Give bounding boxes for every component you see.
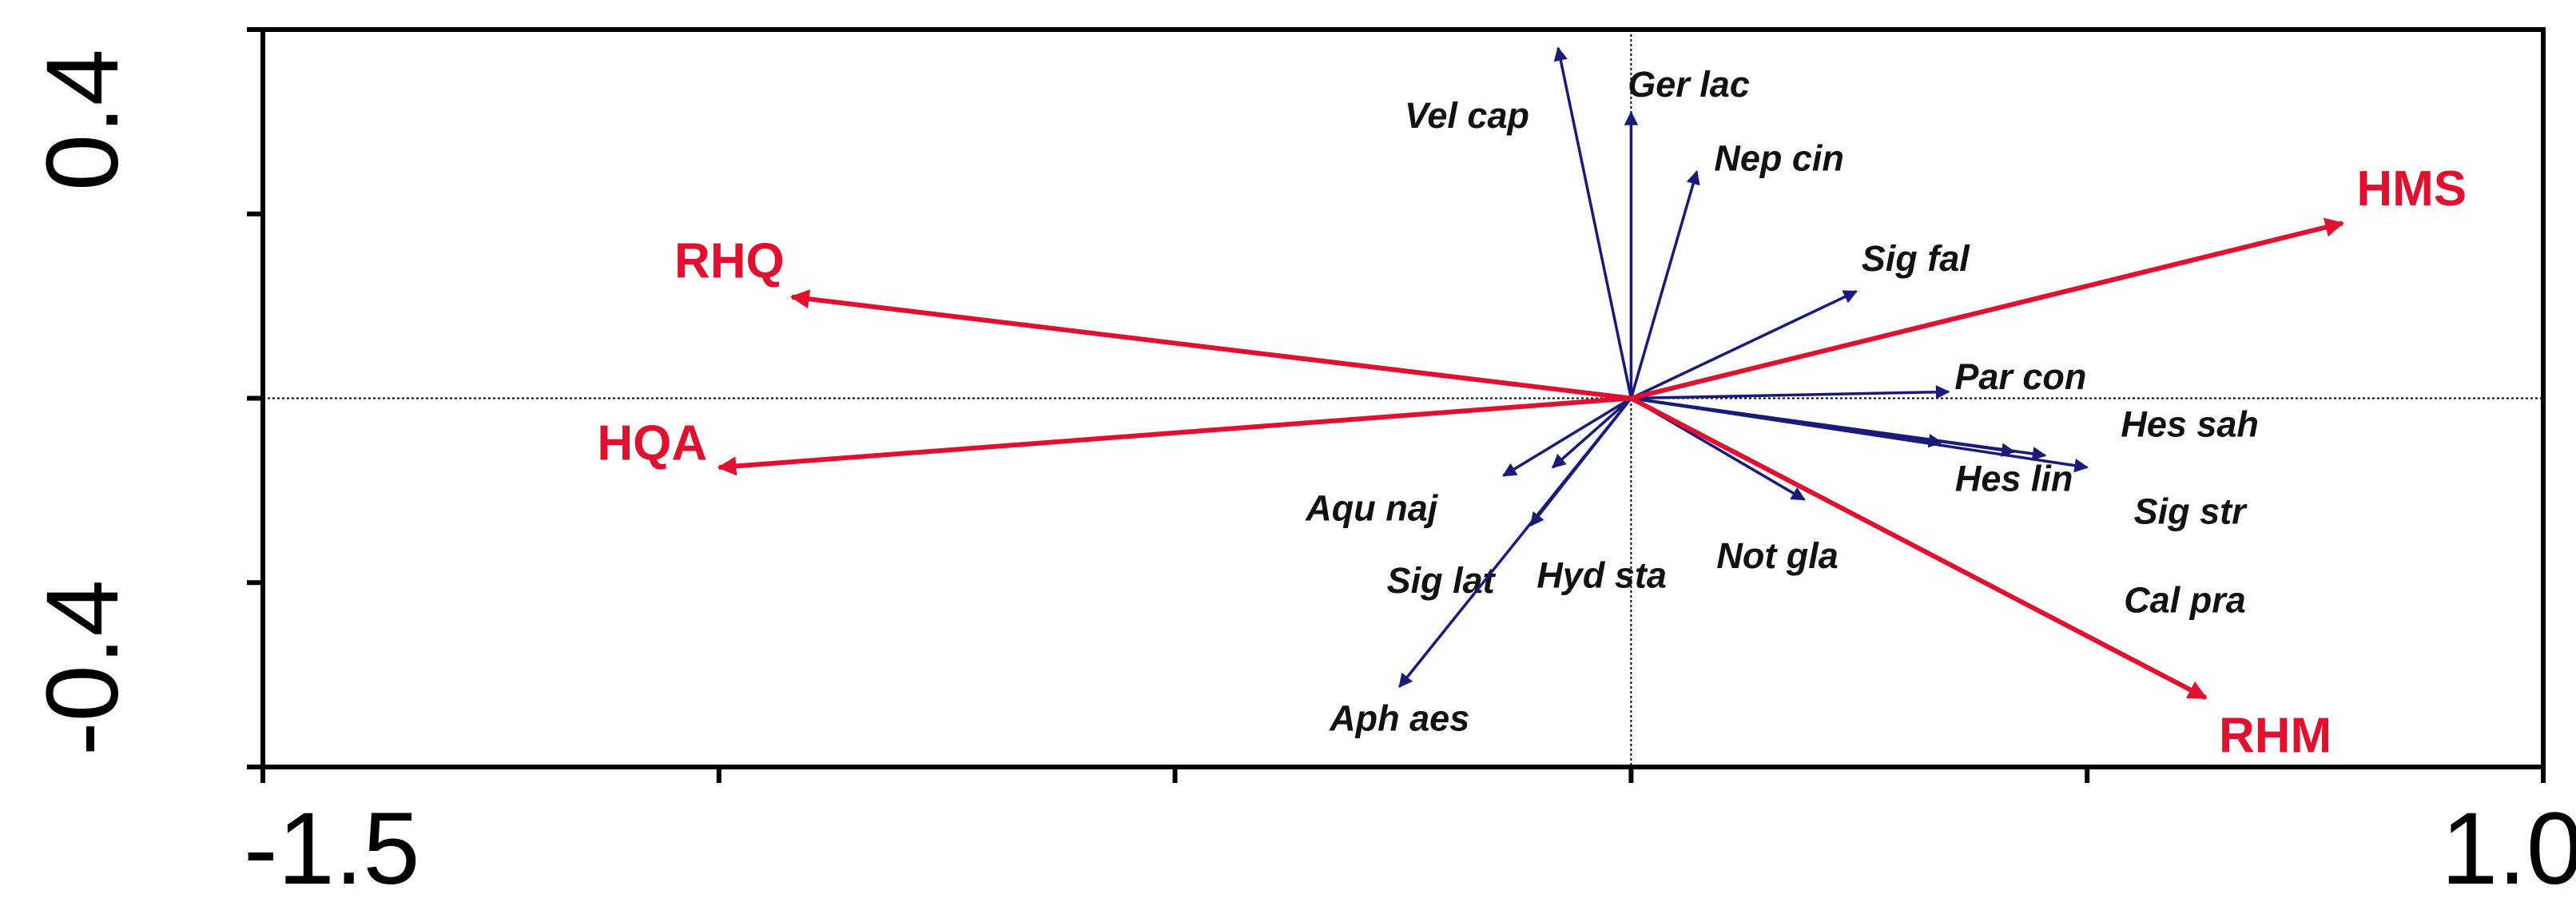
- species-label: Aph aes: [1329, 697, 1469, 738]
- species-arrow: [1551, 397, 1632, 469]
- species-label: Sig fal: [1862, 238, 1971, 279]
- species-label: Hes lin: [1955, 458, 2073, 499]
- env-arrow: [1630, 217, 2345, 401]
- species-label: Ger lac: [1628, 64, 1750, 105]
- species-arrow: [1631, 384, 1950, 400]
- x-tick-label: 1.0: [2441, 792, 2576, 906]
- env-label: HMS: [2356, 161, 2467, 217]
- species-arrow: [1629, 169, 1700, 399]
- species-arrow: [1631, 396, 2016, 457]
- species-label: Nep cin: [1714, 137, 1844, 178]
- species-arrow: [1502, 397, 1632, 477]
- species-arrow: [1398, 397, 1632, 688]
- y-tick-label: -0.4: [26, 579, 140, 756]
- env-arrow: [1630, 395, 2208, 701]
- env-label: HQA: [597, 416, 707, 471]
- env-label: RHQ: [674, 233, 785, 288]
- species-label: Vel cap: [1405, 95, 1529, 136]
- species-label: Aqu naj: [1305, 487, 1438, 528]
- species-arrow: [1630, 290, 1858, 400]
- species-label: Hes sah: [2121, 403, 2259, 444]
- y-tick-label: 0.4: [26, 49, 140, 191]
- species-label: Par con: [1954, 356, 2086, 397]
- env-arrow: [717, 395, 1632, 476]
- species-label: Cal pra: [2124, 579, 2246, 620]
- x-tick-label: -1.5: [244, 792, 420, 906]
- species-label: Hyd sta: [1536, 555, 1667, 596]
- species-label: Not gla: [1716, 535, 1839, 576]
- species-label: Sig lat: [1387, 560, 1497, 601]
- species-arrow: [1553, 46, 1633, 399]
- env-label: RHM: [2219, 709, 2332, 764]
- species-label: Sig str: [2134, 491, 2248, 531]
- env-arrow: [789, 289, 1632, 401]
